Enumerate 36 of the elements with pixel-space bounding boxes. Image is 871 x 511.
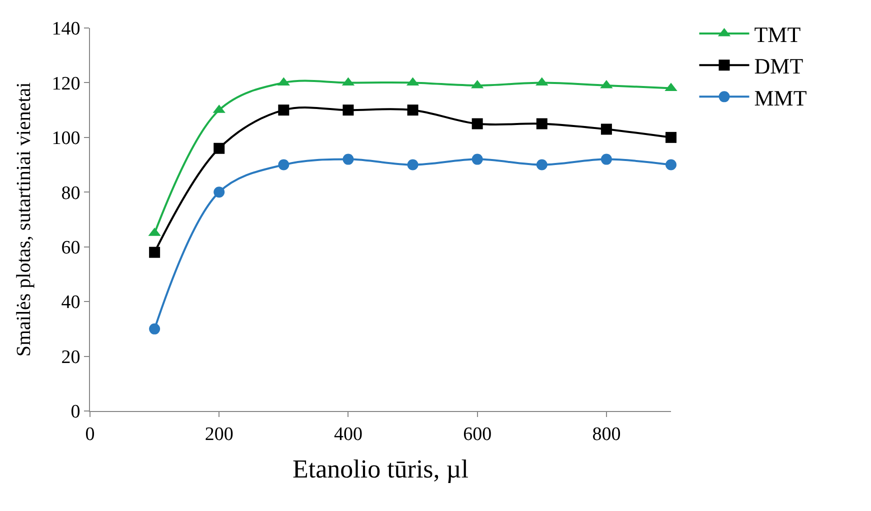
point <box>472 118 483 130</box>
legend-label: MMT <box>754 85 808 110</box>
x-axis-title: Etanolio tūris, µl <box>292 454 469 484</box>
x-tick-label: 400 <box>334 424 362 445</box>
point <box>278 159 290 170</box>
point <box>149 246 160 258</box>
point <box>666 159 676 170</box>
point <box>600 154 612 165</box>
x-tick-label: 200 <box>204 424 234 445</box>
point <box>472 154 483 165</box>
y-tick-label: 80 <box>61 182 80 204</box>
point <box>407 104 418 116</box>
legend-label: DMT <box>754 54 804 79</box>
point <box>536 118 548 130</box>
x-tick-label: 600 <box>463 424 492 445</box>
x-tick-label: 0 <box>85 424 95 445</box>
point <box>278 104 290 116</box>
y-tick-label: 120 <box>52 73 80 94</box>
point <box>666 132 676 143</box>
point <box>149 323 160 334</box>
x-tick-label: 800 <box>592 424 621 445</box>
y-tick-label: 100 <box>52 128 80 150</box>
y-tick-label: 20 <box>61 346 80 368</box>
point <box>214 142 225 154</box>
y-tick-label: 140 <box>52 18 80 40</box>
point <box>600 124 612 135</box>
y-tick-label: 60 <box>61 238 80 259</box>
legend-label: TMT <box>754 22 802 48</box>
y-axis-title: Smailės plotas, sutartiniai vienetai <box>13 82 36 357</box>
point <box>342 154 354 165</box>
point <box>407 159 418 170</box>
point <box>214 186 225 198</box>
y-tick-label: 0 <box>70 402 80 423</box>
point <box>342 104 354 116</box>
point <box>536 159 548 170</box>
y-tick-label: 40 <box>61 292 80 314</box>
